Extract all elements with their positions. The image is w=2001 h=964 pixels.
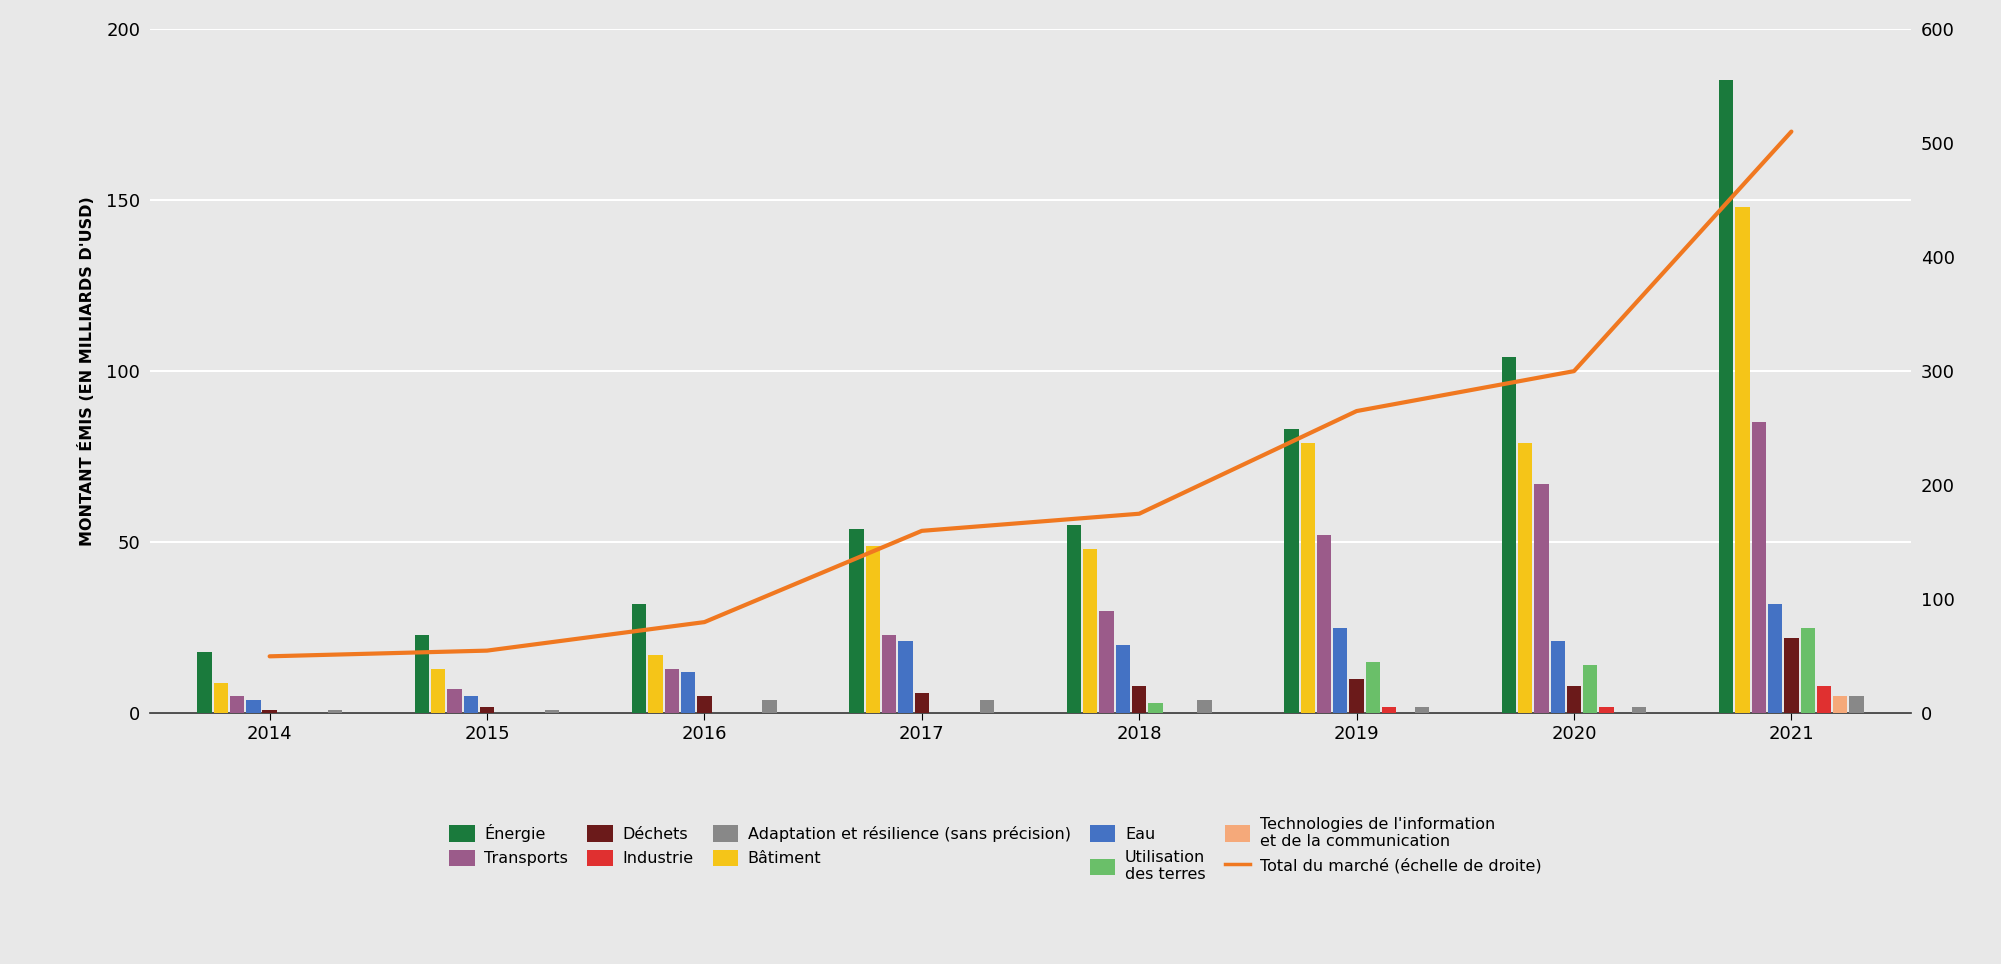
- Bar: [480, 707, 494, 713]
- Bar: [448, 689, 462, 713]
- Bar: [696, 696, 712, 713]
- Legend: Énergie, Transports, Déchets, Industrie, Adaptation et résilience (sans précisio: Énergie, Transports, Déchets, Industrie,…: [442, 811, 1549, 889]
- Bar: [1849, 696, 1863, 713]
- Bar: [1551, 641, 1565, 713]
- Bar: [1301, 443, 1315, 713]
- Bar: [1149, 703, 1163, 713]
- Bar: [1769, 603, 1783, 713]
- Bar: [1133, 686, 1147, 713]
- Bar: [1735, 207, 1749, 713]
- Bar: [664, 669, 678, 713]
- Bar: [1317, 535, 1331, 713]
- Bar: [680, 672, 694, 713]
- Bar: [632, 603, 646, 713]
- Bar: [1519, 443, 1533, 713]
- Bar: [1349, 679, 1365, 713]
- Bar: [198, 652, 212, 713]
- Bar: [762, 700, 776, 713]
- Bar: [430, 669, 446, 713]
- Bar: [1719, 80, 1733, 713]
- Bar: [246, 700, 260, 713]
- Bar: [464, 696, 478, 713]
- Bar: [980, 700, 994, 713]
- Y-axis label: MONTANT ÉMIS (EN MILLIARDS D'USD): MONTANT ÉMIS (EN MILLIARDS D'USD): [78, 197, 96, 546]
- Bar: [1067, 525, 1081, 713]
- Bar: [1383, 707, 1397, 713]
- Bar: [1367, 662, 1381, 713]
- Bar: [914, 693, 928, 713]
- Bar: [1751, 422, 1767, 713]
- Bar: [1333, 628, 1347, 713]
- Bar: [414, 634, 428, 713]
- Bar: [1817, 686, 1831, 713]
- Bar: [1583, 665, 1597, 713]
- Bar: [262, 710, 276, 713]
- Bar: [1785, 638, 1799, 713]
- Bar: [1415, 707, 1429, 713]
- Bar: [1099, 611, 1115, 713]
- Bar: [1599, 707, 1613, 713]
- Bar: [1285, 429, 1299, 713]
- Bar: [1567, 686, 1581, 713]
- Bar: [1501, 358, 1517, 713]
- Bar: [1117, 645, 1131, 713]
- Bar: [1833, 696, 1847, 713]
- Bar: [1633, 707, 1647, 713]
- Bar: [866, 546, 880, 713]
- Bar: [230, 696, 244, 713]
- Bar: [1535, 484, 1549, 713]
- Bar: [850, 528, 864, 713]
- Bar: [898, 641, 912, 713]
- Bar: [648, 656, 662, 713]
- Bar: [214, 683, 228, 713]
- Bar: [1197, 700, 1211, 713]
- Bar: [882, 634, 896, 713]
- Bar: [1801, 628, 1815, 713]
- Bar: [328, 710, 342, 713]
- Bar: [544, 710, 560, 713]
- Bar: [1083, 549, 1097, 713]
